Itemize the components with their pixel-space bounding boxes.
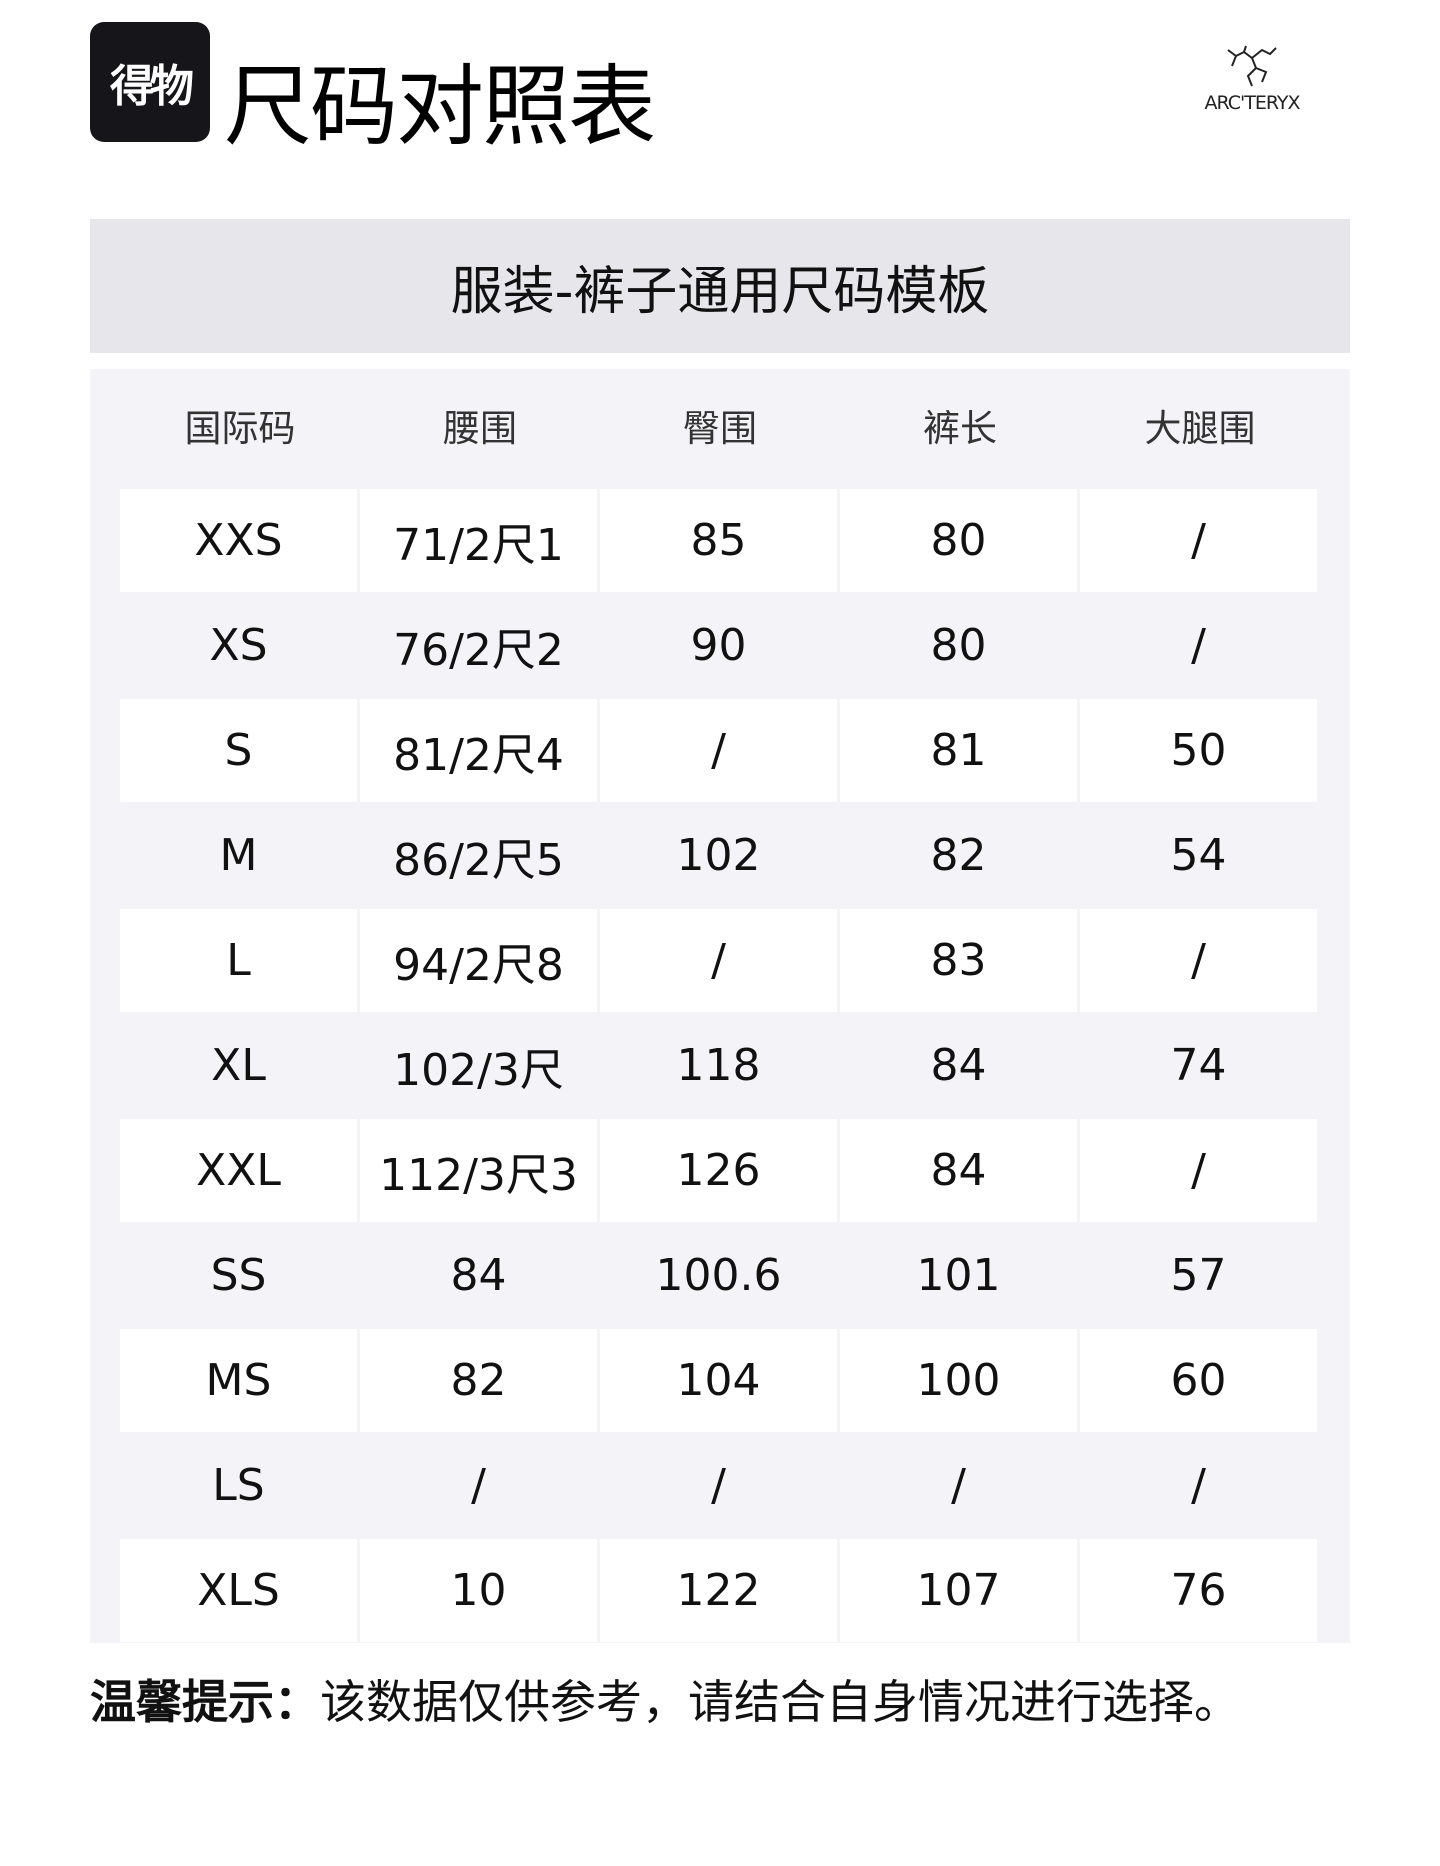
table-cell: /	[1080, 909, 1317, 1012]
table-row: M 86/2尺5 102 82 54	[120, 804, 1317, 907]
table-cell: 112/3尺3	[360, 1119, 597, 1222]
table-cell: 80	[930, 620, 987, 671]
table-cell: 100	[840, 1329, 1077, 1432]
table-cell: 101	[916, 1250, 1001, 1301]
brand-name: ARC'TERYX	[1204, 92, 1301, 114]
table-row: XXL 112/3尺3 126 84/	[120, 1119, 1317, 1222]
table-row: XL 102/3尺 118 84 74	[120, 1014, 1317, 1117]
table-cell: 54	[1170, 830, 1227, 881]
archaeopteryx-icon	[1227, 45, 1277, 87]
table-cell: /	[1080, 1119, 1317, 1222]
header-cell: 臀围	[683, 407, 757, 450]
table-cell: 74	[1170, 1040, 1227, 1091]
table-cell: /	[600, 699, 837, 802]
table-cell: 81/2尺4	[360, 699, 597, 802]
table-row: L 94/2尺8/83/	[120, 909, 1317, 1012]
table-cell: /	[1191, 620, 1206, 671]
table-cell: M	[219, 830, 258, 881]
note-label: 温馨提示：	[90, 1675, 320, 1729]
table-cell: LS	[212, 1460, 265, 1511]
note-text: 该数据仅供参考，请结合自身情况进行选择。	[320, 1675, 1240, 1729]
table-cell: /	[951, 1460, 966, 1511]
table-cell: 107	[840, 1539, 1077, 1642]
table-cell: XXL	[120, 1119, 357, 1222]
table-cell: XS	[209, 620, 268, 671]
table-cell: 82	[930, 830, 987, 881]
table-cell: XXS	[120, 489, 357, 592]
table-cell: 50	[1080, 699, 1317, 802]
table-cell: 83	[840, 909, 1077, 1012]
template-title: 服装-裤子通用尺码模板	[90, 219, 1350, 353]
table-cell: /	[471, 1460, 486, 1511]
table-cell: MS	[120, 1329, 357, 1432]
table-cell: 71/2尺1	[360, 489, 597, 592]
table-row: XLS 10 122 107 76	[120, 1539, 1317, 1642]
table-row: XS 76/2尺2 90 80 /	[120, 594, 1317, 697]
table-cell: 80	[840, 489, 1077, 592]
table-row: S 81/2尺4/81 50	[120, 699, 1317, 802]
table-cell: 84	[840, 1119, 1077, 1222]
dewu-logo: 得物	[90, 22, 210, 142]
table-cell: 76	[1080, 1539, 1317, 1642]
table-cell: 85	[600, 489, 837, 592]
table-header: 国际码 腰围 臀围 裤长 大腿围	[120, 369, 1320, 489]
table-cell: 10	[360, 1539, 597, 1642]
table-cell: 84	[450, 1250, 507, 1301]
table-cell: XLS	[120, 1539, 357, 1642]
table-cell: 57	[1170, 1250, 1227, 1301]
header-cell: 腰围	[443, 407, 517, 450]
footer-note: 温馨提示：该数据仅供参考，请结合自身情况进行选择。	[90, 1666, 1240, 1732]
table-cell: 86/2尺5	[393, 834, 564, 886]
page-title: 尺码对照表	[224, 55, 656, 158]
size-table: 国际码 腰围 臀围 裤长 大腿围 XXS 71/2尺1 85 80/XS 76/2尺2 9…	[90, 369, 1350, 1643]
table-row: XXS 71/2尺1 85 80/	[120, 489, 1317, 592]
table-cell: L	[120, 909, 357, 1012]
table-cell: 102/3尺	[393, 1044, 564, 1096]
arcteryx-logo: ARC'TERYX	[1190, 42, 1314, 122]
table-cell: 126	[600, 1119, 837, 1222]
header-cell: 国际码	[184, 407, 296, 450]
table-row: SS 84 100.6 101 57	[120, 1224, 1317, 1327]
table-cell: 104	[600, 1329, 837, 1432]
table-row: LS / / / /	[120, 1434, 1317, 1537]
table-cell: 76/2尺2	[393, 624, 564, 676]
table-cell: 81	[840, 699, 1077, 802]
table-cell: SS	[210, 1250, 267, 1301]
table-cell: 122	[600, 1539, 837, 1642]
table-cell: 100.6	[655, 1250, 782, 1301]
header-cell: 裤长	[923, 407, 997, 450]
table-cell: /	[600, 909, 837, 1012]
table-cell: XL	[211, 1040, 266, 1091]
table-cell: S	[120, 699, 357, 802]
table-row: MS 82 104 100 60	[120, 1329, 1317, 1432]
table-cell: 84	[930, 1040, 987, 1091]
table-cell: /	[1191, 1460, 1206, 1511]
table-cell: 118	[676, 1040, 761, 1091]
header-cell: 大腿围	[1144, 407, 1256, 450]
table-cell: 94/2尺8	[360, 909, 597, 1012]
table-cell: 90	[690, 620, 747, 671]
table-cell: /	[711, 1460, 726, 1511]
table-cell: /	[1080, 489, 1317, 592]
table-cell: 82	[360, 1329, 597, 1432]
table-cell: 102	[676, 830, 761, 881]
table-cell: 60	[1080, 1329, 1317, 1432]
